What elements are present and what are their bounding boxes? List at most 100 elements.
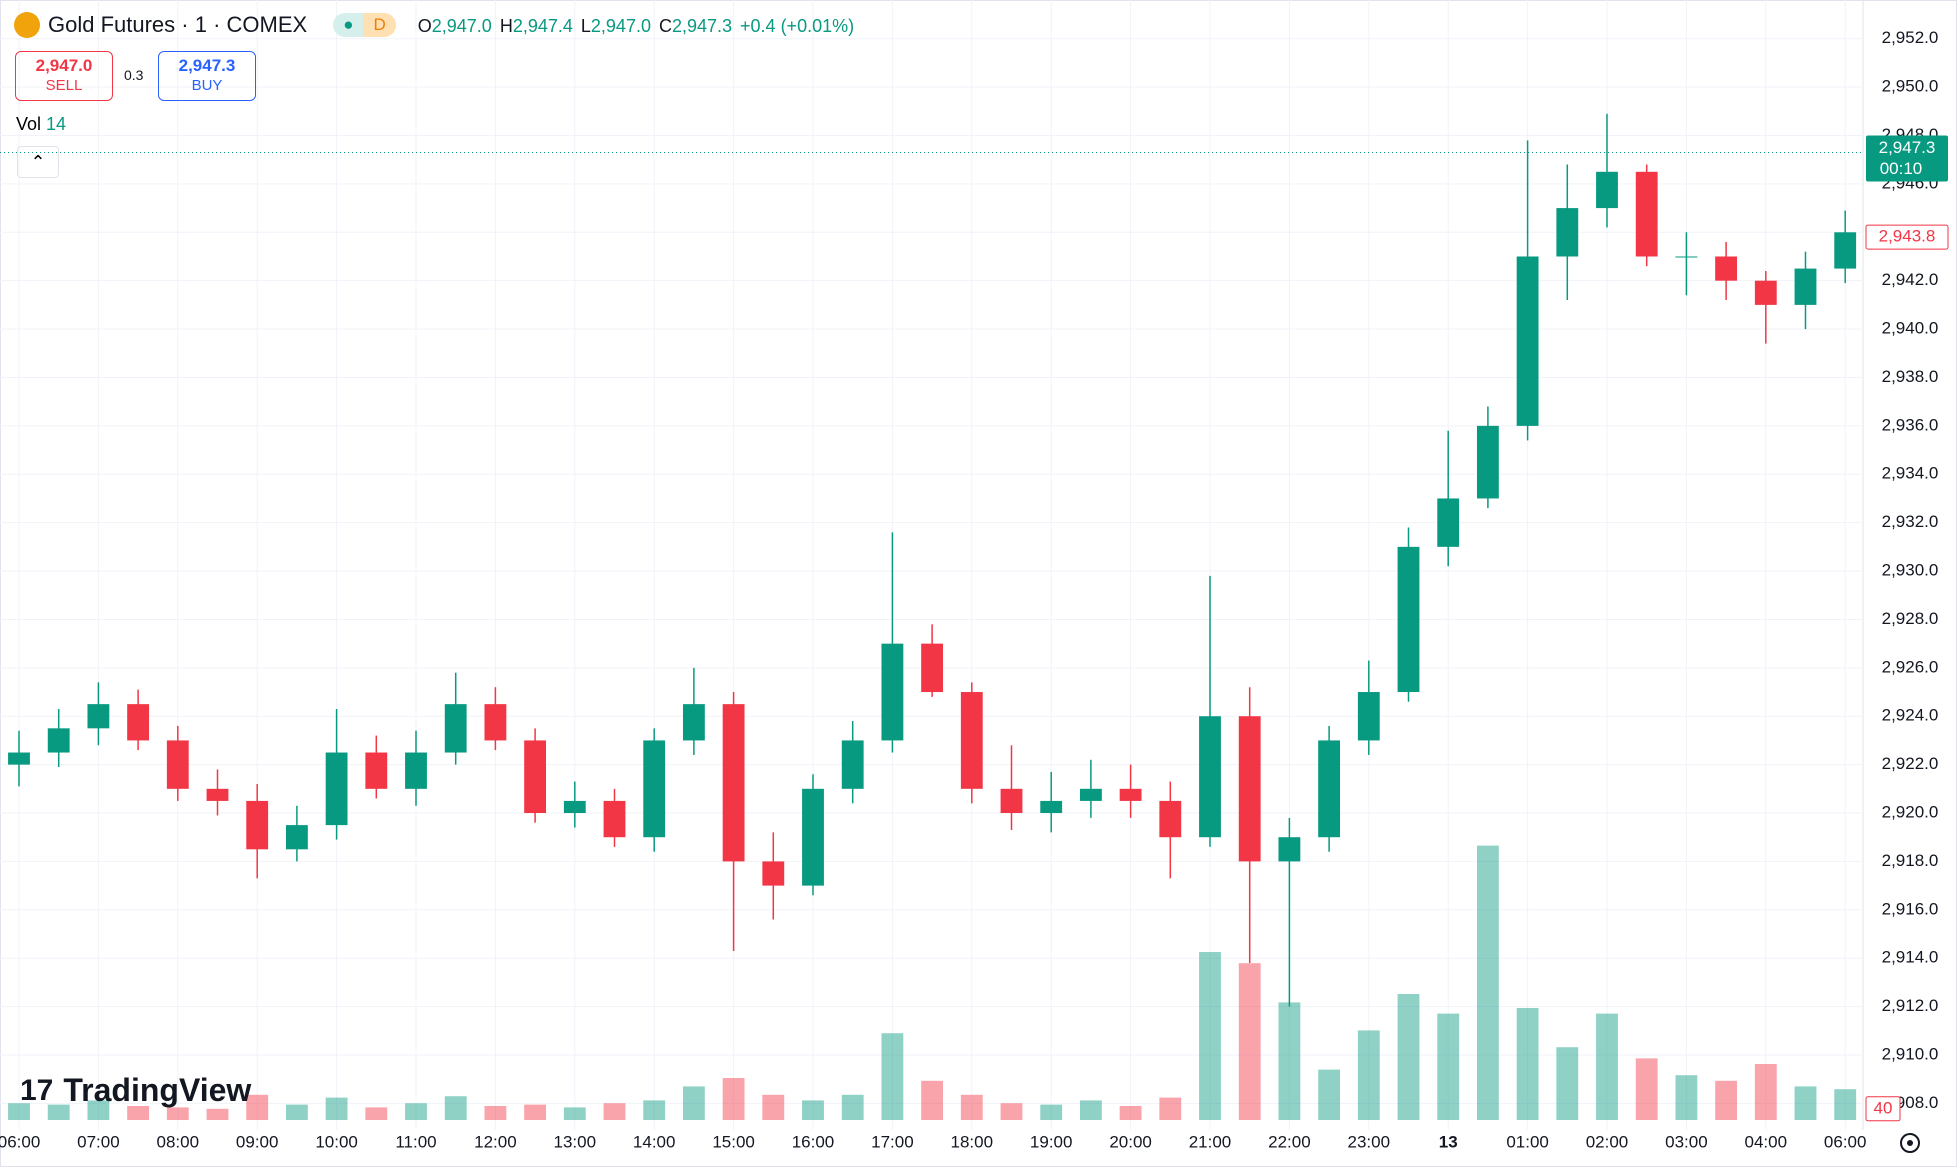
volume-bar (563, 1107, 586, 1120)
candle-body (1476, 425, 1499, 499)
volume-bar (1556, 1047, 1579, 1120)
candle-body (1159, 800, 1182, 838)
candle-body (206, 788, 229, 801)
volume-bar (285, 1104, 308, 1120)
spread: 0.3 (124, 67, 144, 83)
volume-bar (1794, 1086, 1817, 1120)
status-badges: ● D (333, 13, 396, 37)
volume-bar (1516, 1008, 1539, 1120)
candle-body (325, 752, 348, 826)
volume-bar (1397, 994, 1420, 1120)
y-tick-label: 2,938.0 (1882, 367, 1939, 386)
volume-bar (246, 1094, 269, 1120)
candle-body (960, 692, 983, 789)
candle-body (47, 728, 70, 753)
x-tick-label: 20:00 (1109, 1132, 1152, 1151)
candle-body (1040, 800, 1063, 814)
x-tick-label: 08:00 (157, 1132, 200, 1151)
volume-bar (1278, 1002, 1301, 1120)
candle-body (444, 704, 467, 753)
volume-bar (841, 1094, 864, 1120)
volume-bar (1476, 845, 1499, 1120)
y-tick-label: 2,926.0 (1882, 657, 1939, 676)
volume-tag (1865, 1096, 1901, 1122)
x-tick-label: 07:00 (77, 1132, 120, 1151)
y-tick-label: 2,940.0 (1882, 319, 1939, 338)
volume-bar (1040, 1104, 1063, 1120)
volume-bar (1437, 1013, 1460, 1120)
collapse-button[interactable]: ⌃ (17, 146, 59, 178)
symbol-title[interactable]: Gold Futures · 1 · COMEX (48, 12, 308, 37)
candle-body (1596, 171, 1618, 209)
volume-bar (325, 1097, 348, 1120)
y-tick-label: 2,924.0 (1882, 706, 1939, 725)
candle-body (1397, 546, 1420, 693)
y-tick-label: 2,950.0 (1882, 77, 1939, 96)
buy-price: 2,947.3 (178, 56, 236, 75)
settings-icon[interactable] (1900, 1133, 1920, 1153)
countdown-label: 00:10 (1880, 159, 1923, 178)
x-tick-label: 11:00 (395, 1132, 436, 1151)
market-open-dot: ● (333, 13, 364, 37)
settings-icon-dot (1907, 1140, 1913, 1146)
x-tick-label: 21:00 (1189, 1132, 1232, 1151)
candle-body (127, 704, 150, 741)
legend-header: Gold Futures · 1 · COMEX ● D O2,947.0 H2,… (14, 12, 862, 38)
volume-bar (87, 1100, 110, 1120)
candle-body (246, 800, 269, 850)
volume-bar (1834, 1089, 1857, 1120)
x-tick-label: 04:00 (1745, 1132, 1788, 1151)
buy-button[interactable]: 2,947.3 BUY (158, 51, 256, 101)
candle-body (1834, 232, 1857, 269)
volume-bar (365, 1107, 388, 1120)
logo: 17 TradingView (20, 1072, 251, 1109)
candle-body (1278, 837, 1301, 862)
candle-body (762, 861, 785, 886)
y-tick-label: 2,916.0 (1882, 899, 1939, 918)
logo-mark: 17 (20, 1073, 54, 1107)
x-tick-label: 13:00 (554, 1132, 597, 1151)
last-price-label: 2,947.3 (1879, 138, 1936, 157)
y-tick-label: 2,914.0 (1882, 948, 1939, 967)
vol-key: Vol (16, 114, 42, 134)
h-val: 2,947.4 (512, 16, 573, 36)
symbol-icon (14, 12, 40, 38)
volume-legend: Vol 14 (16, 114, 66, 135)
price-tag-label: 2,943.8 (1879, 227, 1936, 246)
candle-body (643, 740, 666, 838)
candle-body (1357, 692, 1380, 741)
volume-bar (1675, 1075, 1698, 1120)
volume-bar (1119, 1106, 1142, 1120)
y-tick-label: 2,928.0 (1882, 609, 1939, 628)
volume-tag-label: 40 (1874, 1098, 1893, 1117)
x-tick-label: 13 (1439, 1132, 1458, 1151)
candle-body (484, 704, 507, 741)
volume-bar (1238, 963, 1261, 1120)
candle-body (921, 643, 944, 693)
y-tick-label: 2,932.0 (1882, 512, 1939, 531)
volume-bar (47, 1104, 70, 1120)
candle-body (365, 752, 388, 789)
candle-body (1754, 280, 1777, 305)
sell-label: SELL (45, 77, 83, 94)
y-tick-label: 2,910.0 (1882, 1044, 1939, 1063)
y-tick-label: 2,942.0 (1882, 270, 1939, 289)
volume-bar (1079, 1100, 1102, 1120)
candle-body (87, 704, 110, 729)
candle-body (1079, 788, 1102, 801)
volume-bar (881, 1033, 904, 1120)
volume-bar (603, 1103, 626, 1120)
y-tick-label: 2,952.0 (1882, 28, 1939, 47)
y-tick-label: 2,934.0 (1882, 464, 1939, 483)
y-tick-label: 2,912.0 (1882, 996, 1939, 1015)
c-key: C (658, 16, 672, 36)
candle-body (563, 800, 586, 814)
candle-body (682, 704, 705, 741)
volume-bar (682, 1086, 705, 1120)
logo-text: TradingView (63, 1072, 252, 1108)
vol-val: 14 (46, 114, 67, 134)
h-key: H (499, 16, 513, 36)
sell-button[interactable]: 2,947.0 SELL (15, 51, 113, 101)
candle-body (1516, 256, 1539, 426)
